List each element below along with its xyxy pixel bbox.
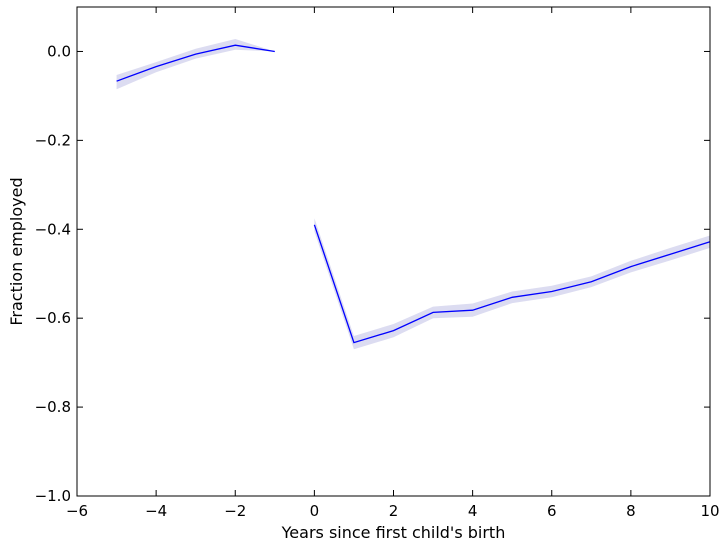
y-tick-label: 0.0 [47,42,71,60]
y-tick-label: −0.6 [35,309,71,327]
confidence-bands [116,39,710,350]
x-tick-label: −6 [66,502,88,520]
x-axis-ticks: −6 −4 −2 0 2 4 6 8 10 [66,7,720,520]
y-tick-label: −0.4 [35,220,71,238]
y-tick-label: −1.0 [35,487,71,505]
y-axis-title: Fraction employed [7,177,26,325]
confidence-band [116,39,275,90]
x-tick-label: 6 [547,502,557,520]
y-tick-label: −0.2 [35,131,71,149]
x-tick-label: 2 [389,502,399,520]
x-tick-label: −4 [145,502,167,520]
confidence-band [314,218,710,350]
x-tick-label: 8 [626,502,636,520]
x-tick-label: 4 [468,502,478,520]
x-tick-label: 10 [700,502,719,520]
series-line [313,224,711,344]
y-axis-ticks: 0.0 −0.2 −0.4 −0.6 −0.8 −1.0 [35,42,710,505]
x-tick-label: −2 [224,502,246,520]
x-tick-label: 0 [310,502,320,520]
series-lines [116,44,711,344]
series-line [116,44,275,82]
x-axis-title: Years since first child's birth [281,523,506,542]
y-tick-label: −0.8 [35,398,71,416]
